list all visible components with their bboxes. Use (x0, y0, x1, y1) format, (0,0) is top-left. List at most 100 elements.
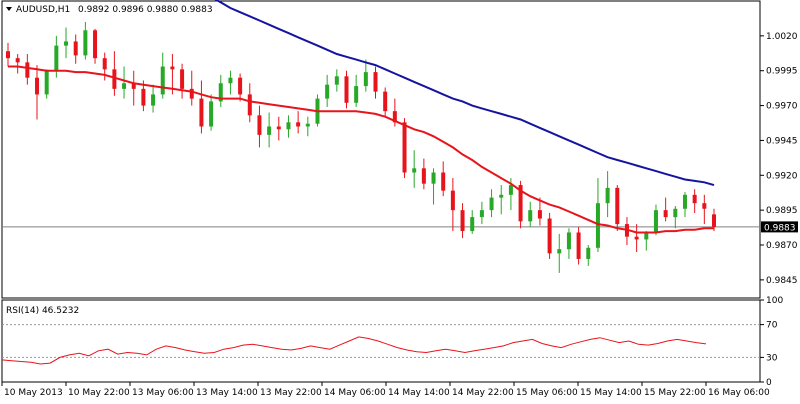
candle (296, 111, 301, 134)
price-tick-label: 0.9970 (766, 102, 798, 112)
candle (489, 189, 494, 218)
triangle-down-icon[interactable] (6, 7, 12, 11)
candle (344, 70, 349, 109)
rsi-axis: 100 70 30 0 (2, 296, 783, 388)
candle (653, 204, 658, 236)
rsi-line (1, 336, 707, 365)
candle-body (499, 194, 504, 198)
candle (238, 73, 243, 102)
candle-body (712, 214, 716, 227)
candle (112, 51, 117, 96)
candle (286, 115, 291, 138)
candle-body (586, 247, 591, 259)
time-tick-label: 15 May 22:00 (644, 388, 706, 398)
rsi-tick-label: 30 (766, 353, 778, 363)
candle (528, 201, 533, 227)
candle-body (35, 77, 40, 95)
candle-body (228, 77, 233, 84)
rsi-label: RSI(14) 46.5232 (6, 306, 79, 316)
candle (180, 63, 185, 99)
candle (421, 158, 426, 190)
candle (479, 201, 484, 225)
candle (15, 53, 20, 74)
candle (257, 105, 262, 148)
candle-body (508, 185, 513, 195)
price-tick-label: 0.9920 (766, 171, 798, 181)
candle (450, 178, 455, 232)
candle-body (673, 208, 678, 218)
candle (682, 192, 687, 218)
candle (566, 228, 571, 259)
candle (305, 116, 310, 137)
candle (663, 197, 668, 222)
candle-body (131, 83, 136, 89)
candle-body (576, 232, 581, 259)
candle-body (537, 210, 542, 219)
candle-body (247, 94, 252, 116)
candle-body (267, 126, 272, 135)
candle-body (373, 72, 378, 92)
candle-body (151, 94, 156, 106)
candle (228, 70, 233, 95)
candle (634, 224, 639, 252)
candle (64, 27, 69, 59)
candle-body (615, 187, 620, 225)
candle (412, 150, 417, 188)
candle (431, 168, 436, 205)
candle-body (489, 197, 494, 211)
candle-body (344, 76, 349, 103)
candle-body (93, 30, 98, 59)
candle (218, 74, 223, 107)
candle (276, 116, 281, 141)
candle (199, 80, 204, 134)
candle-body (286, 122, 291, 130)
candle (73, 34, 78, 64)
candle-body (296, 122, 301, 127)
rsi-tick-label: 0 (766, 378, 772, 388)
ohlc-label: 0.9892 0.9896 0.9880 0.9883 (78, 5, 213, 15)
candle (44, 69, 49, 99)
time-tick-label: 13 May 06:00 (132, 388, 194, 398)
candle (644, 231, 649, 251)
candle (160, 52, 165, 99)
candle-body (112, 69, 117, 89)
time-tick-label: 13 May 22:00 (260, 388, 322, 398)
candle-body (566, 232, 571, 250)
candle (518, 180, 523, 229)
candle-body (6, 51, 10, 59)
candle-body (160, 66, 165, 95)
candle-body (238, 77, 243, 95)
candle-body (15, 58, 20, 63)
candle-body (392, 111, 397, 123)
candle (363, 59, 368, 92)
candle-body (663, 210, 668, 218)
candle (334, 69, 339, 92)
candle (383, 87, 388, 117)
candle-body (363, 72, 368, 87)
candle-body (334, 76, 339, 85)
candle (595, 178, 600, 252)
candle-body (25, 62, 30, 78)
candle (6, 42, 10, 67)
candle (354, 74, 359, 107)
time-tick-label: 14 May 22:00 (452, 388, 514, 398)
candle (83, 21, 88, 60)
candle (131, 70, 136, 106)
candle (189, 70, 194, 106)
candle-body (421, 168, 426, 184)
candle-body (141, 88, 146, 106)
candle-body (460, 210, 465, 232)
candle-body (83, 30, 88, 56)
candle-body (702, 203, 707, 209)
candle-body (402, 122, 407, 173)
candle-body (431, 172, 436, 184)
candle (170, 53, 175, 95)
candle-body (412, 168, 417, 173)
candle (557, 233, 562, 273)
candle-body (470, 217, 475, 232)
candle-body (518, 185, 523, 222)
rsi-panel (1, 299, 761, 383)
candle (325, 74, 330, 107)
time-tick-label: 16 May 06:00 (708, 388, 770, 398)
